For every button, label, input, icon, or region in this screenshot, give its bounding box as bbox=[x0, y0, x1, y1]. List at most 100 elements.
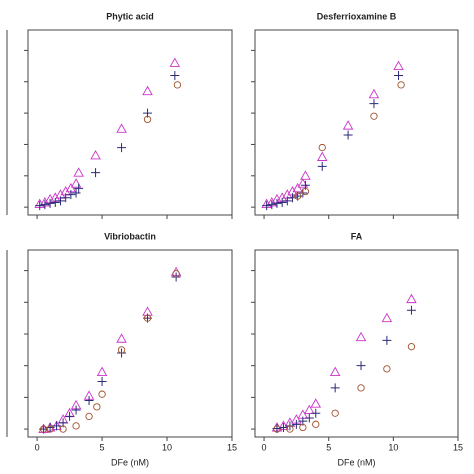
triangle-marker bbox=[70, 178, 82, 188]
circle-marker bbox=[98, 390, 106, 398]
plus-marker bbox=[277, 197, 287, 207]
circle-marker bbox=[172, 270, 180, 278]
plus-marker bbox=[84, 396, 94, 406]
plus-marker bbox=[278, 422, 288, 432]
panel-title: FA bbox=[351, 231, 363, 241]
circle-marker bbox=[294, 192, 302, 200]
plus-marker bbox=[272, 198, 282, 208]
x-tick-label: 15 bbox=[453, 442, 463, 452]
triangle-marker bbox=[90, 150, 101, 160]
plus-marker bbox=[50, 197, 60, 207]
series bbox=[143, 81, 182, 124]
plus-marker bbox=[71, 188, 81, 198]
panel-title: Vibriobactin bbox=[104, 231, 156, 241]
triangle-marker bbox=[300, 170, 311, 180]
x-tick-label: 10 bbox=[388, 442, 398, 452]
triangle-marker bbox=[329, 366, 341, 376]
plus-marker bbox=[304, 413, 314, 423]
circle-marker bbox=[299, 423, 307, 432]
x-tick-label: 0 bbox=[35, 442, 40, 452]
triangle-marker bbox=[368, 88, 380, 99]
x-tick-label: 0 bbox=[262, 442, 267, 452]
plot-frame bbox=[254, 29, 459, 216]
triangle-marker bbox=[169, 57, 181, 67]
circle-marker bbox=[93, 403, 101, 411]
circle-marker bbox=[331, 409, 339, 417]
plus-marker bbox=[291, 419, 301, 429]
circle-marker bbox=[312, 420, 320, 428]
series bbox=[294, 81, 405, 200]
plus-marker bbox=[35, 201, 45, 211]
circle-marker bbox=[383, 365, 391, 373]
circle-marker bbox=[46, 425, 54, 433]
circle-marker bbox=[85, 412, 93, 421]
triangle-marker bbox=[355, 331, 367, 342]
circle-marker bbox=[407, 343, 416, 351]
plus-marker bbox=[117, 143, 127, 153]
triangle-marker bbox=[96, 366, 108, 376]
circle-marker bbox=[397, 81, 405, 89]
triangle-marker bbox=[310, 398, 322, 408]
panel-title: Phytic acid bbox=[106, 11, 154, 21]
triangle-marker bbox=[342, 120, 354, 130]
plus-marker bbox=[282, 196, 292, 206]
plus-marker bbox=[61, 193, 71, 203]
plus-marker bbox=[262, 201, 272, 211]
plus-marker bbox=[55, 196, 65, 206]
plus-marker bbox=[406, 305, 416, 315]
series bbox=[35, 70, 180, 211]
circle-marker bbox=[357, 384, 365, 392]
triangle-marker bbox=[116, 123, 127, 133]
circle-marker bbox=[273, 425, 281, 433]
plus-marker bbox=[356, 361, 366, 371]
circle-marker bbox=[173, 81, 182, 89]
plus-marker bbox=[66, 190, 76, 200]
x-tick-label: 5 bbox=[100, 442, 105, 452]
triangle-marker bbox=[116, 333, 127, 343]
circle-marker bbox=[318, 143, 326, 152]
plus-marker bbox=[170, 70, 180, 80]
triangle-marker bbox=[316, 151, 328, 161]
series bbox=[273, 343, 416, 433]
circle-marker bbox=[286, 425, 294, 433]
plus-marker bbox=[91, 168, 101, 178]
triangle-marker bbox=[381, 312, 393, 323]
series bbox=[39, 270, 180, 433]
x-axis-label: DFe (nM) bbox=[111, 457, 149, 467]
plot-frame bbox=[254, 249, 459, 438]
plus-marker bbox=[71, 405, 81, 415]
panel-title: Desferrioxamine B bbox=[317, 11, 397, 21]
plus-marker bbox=[311, 408, 321, 418]
triangle-marker bbox=[393, 60, 404, 71]
plus-marker bbox=[330, 383, 340, 393]
circle-marker bbox=[59, 425, 67, 433]
plus-marker bbox=[45, 198, 55, 208]
circle-marker bbox=[143, 115, 152, 124]
circle-marker bbox=[370, 112, 378, 120]
circle-marker bbox=[301, 187, 310, 196]
plus-marker bbox=[74, 183, 84, 193]
plus-marker bbox=[97, 377, 107, 387]
plus-marker bbox=[369, 99, 379, 109]
plus-marker bbox=[267, 200, 277, 210]
triangle-marker bbox=[406, 293, 417, 304]
circle-marker bbox=[117, 346, 126, 354]
triangle-marker bbox=[142, 85, 153, 96]
x-tick-label: 10 bbox=[162, 442, 172, 452]
plus-marker bbox=[382, 335, 392, 345]
plus-marker bbox=[65, 411, 75, 421]
plus-marker bbox=[317, 161, 327, 171]
circle-marker bbox=[72, 422, 80, 430]
plot-frame bbox=[27, 249, 233, 438]
circle-marker bbox=[143, 314, 152, 322]
series bbox=[261, 60, 404, 208]
x-axis-label: DFe (nM) bbox=[338, 457, 376, 467]
x-tick-label: 15 bbox=[227, 442, 237, 452]
plus-marker bbox=[52, 421, 62, 431]
plus-marker bbox=[40, 200, 50, 210]
plot-frame bbox=[27, 29, 233, 216]
x-tick-label: 5 bbox=[326, 442, 331, 452]
plus-marker bbox=[394, 70, 404, 80]
